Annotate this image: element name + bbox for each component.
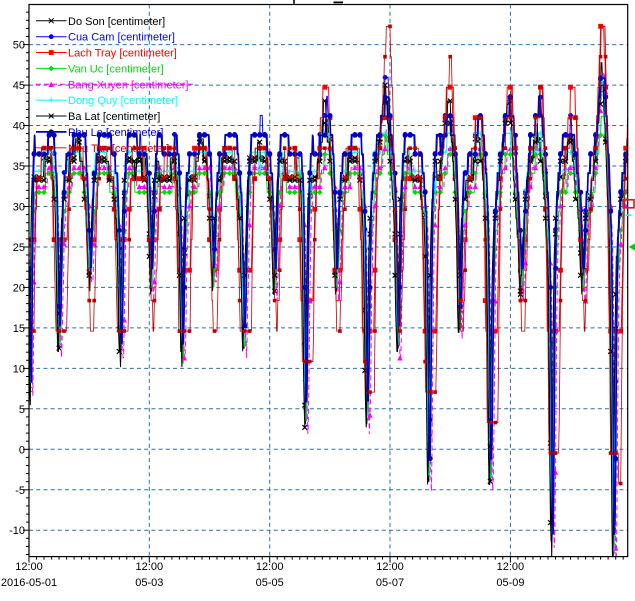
svg-text:Ba Lat [centimeter]: Ba Lat [centimeter] bbox=[68, 111, 160, 123]
svg-text:Cua Cam [centimeter]: Cua Cam [centimeter] bbox=[68, 32, 175, 44]
svg-text:Bang Xuyen [centimeter]: Bang Xuyen [centimeter] bbox=[68, 79, 188, 91]
svg-text:05-09: 05-09 bbox=[496, 577, 524, 589]
svg-text:05-05: 05-05 bbox=[256, 577, 284, 589]
svg-text:45: 45 bbox=[13, 80, 25, 92]
svg-text:12:00: 12:00 bbox=[256, 561, 284, 573]
svg-text:12:00: 12:00 bbox=[497, 561, 525, 573]
svg-text:Lach Tray [centimeter]: Lach Tray [centimeter] bbox=[68, 48, 177, 60]
svg-text:10: 10 bbox=[13, 363, 25, 375]
svg-text:5: 5 bbox=[19, 404, 25, 416]
svg-text:0: 0 bbox=[19, 444, 25, 456]
svg-text:Dong Quy [centimeter]: Dong Quy [centimeter] bbox=[68, 95, 178, 107]
svg-text:30: 30 bbox=[13, 202, 25, 214]
svg-text:05-07: 05-07 bbox=[376, 577, 404, 589]
svg-text:35: 35 bbox=[13, 161, 25, 173]
svg-text:20: 20 bbox=[13, 282, 25, 294]
svg-text:12:00: 12:00 bbox=[15, 561, 43, 573]
svg-text:2016-05-01: 2016-05-01 bbox=[1, 577, 57, 589]
svg-text:15: 15 bbox=[13, 323, 25, 335]
svg-text:Phu Le [centimeter]: Phu Le [centimeter] bbox=[68, 127, 163, 139]
svg-text:12:00: 12:00 bbox=[136, 561, 164, 573]
svg-text:40: 40 bbox=[13, 121, 25, 133]
svg-text:-5: -5 bbox=[15, 485, 25, 497]
svg-text:Nhu Tan [centimeter]: Nhu Tan [centimeter] bbox=[68, 143, 169, 155]
svg-text:50: 50 bbox=[13, 40, 25, 52]
svg-text:25: 25 bbox=[13, 242, 25, 254]
svg-text:Do Son [centimeter]: Do Son [centimeter] bbox=[68, 16, 165, 28]
svg-text:Van Uc [centimeter]: Van Uc [centimeter] bbox=[68, 63, 164, 75]
svg-text:-10: -10 bbox=[9, 525, 25, 537]
svg-text:12:00: 12:00 bbox=[376, 561, 404, 573]
svg-text:05-03: 05-03 bbox=[135, 577, 163, 589]
